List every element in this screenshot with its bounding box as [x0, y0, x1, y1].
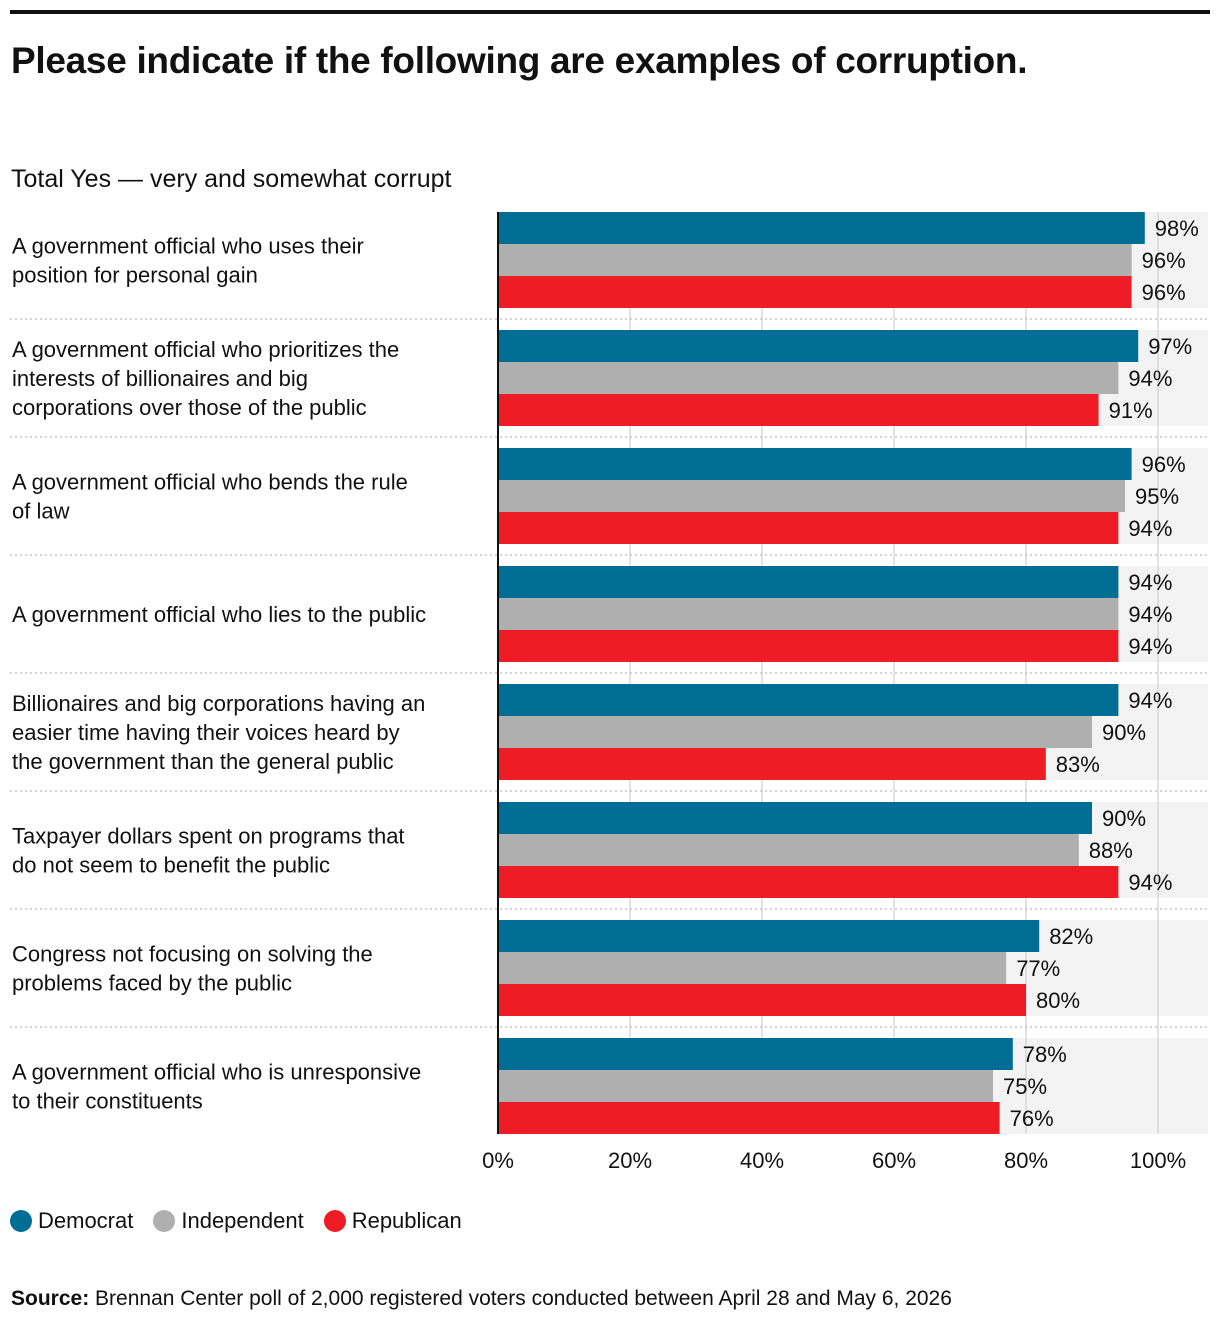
bar-republican [498, 984, 1026, 1016]
category-label-line: A government official who is unresponsiv… [12, 1060, 421, 1085]
legend-item-democrat: Democrat [10, 1208, 133, 1234]
legend-label-democrat: Democrat [38, 1208, 134, 1233]
bar-democrat [498, 566, 1119, 598]
category-label-line: Congress not focusing on solving the [12, 942, 373, 967]
value-label: 82% [1049, 924, 1093, 949]
bar-democrat [498, 920, 1040, 952]
category-label: Taxpayer dollars spent on programs that d… [12, 824, 405, 878]
value-label: 94% [1128, 366, 1172, 391]
value-label: 94% [1128, 634, 1172, 659]
bar-republican [498, 394, 1099, 426]
category-label: A government official who is unresponsiv… [12, 1060, 421, 1114]
value-label: 83% [1056, 752, 1100, 777]
bar-republican [498, 1102, 1000, 1134]
bar-democrat [498, 684, 1119, 716]
x-tick-label: 100% [1130, 1148, 1186, 1173]
value-label: 78% [1023, 1042, 1067, 1067]
category-label-line: corporations over those of the public [12, 395, 367, 420]
top-rule [10, 10, 1210, 14]
value-label: 97% [1148, 334, 1192, 359]
x-tick-label: 20% [608, 1148, 652, 1173]
category-label-line: easier time having their voices heard by [12, 720, 400, 745]
bar-independent [498, 1070, 993, 1102]
legend-item-republican: Republican [323, 1208, 462, 1234]
value-label: 76% [1010, 1106, 1054, 1131]
category-label: A government official who lies to the pu… [12, 602, 426, 627]
bar-independent [498, 834, 1079, 866]
bar-independent [498, 480, 1125, 512]
category-label-line: the government than the general public [12, 749, 394, 774]
chart-subtitle: Total Yes — very and somewhat corrupt [11, 165, 452, 193]
category-label-line: problems faced by the public [12, 971, 292, 996]
value-label: 94% [1128, 688, 1172, 713]
bar-chart: 98% 96% 96% A government official who uses … [10, 212, 1208, 1173]
category-label-line: A government official who prioritizes th… [12, 337, 399, 362]
bar-republican [498, 866, 1119, 898]
category-label: A government official who uses their posi… [12, 234, 364, 288]
category-label-line: of law [12, 499, 70, 524]
value-label: 90% [1102, 806, 1146, 831]
source-note: Source: Brennan Center poll of 2,000 reg… [11, 1287, 952, 1311]
bar-independent [498, 244, 1132, 276]
bar-democrat [498, 802, 1092, 834]
legend-item-independent: Independent [153, 1208, 304, 1234]
value-label: 94% [1128, 870, 1172, 895]
x-tick-label: 60% [872, 1148, 916, 1173]
value-label: 91% [1109, 398, 1153, 423]
bar-republican [498, 630, 1119, 662]
value-label: 94% [1128, 570, 1172, 595]
legend-label-republican: Republican [351, 1208, 462, 1233]
x-tick-label: 80% [1004, 1148, 1048, 1173]
bar-democrat [498, 212, 1145, 244]
value-label: 90% [1102, 720, 1146, 745]
value-label: 98% [1155, 216, 1199, 241]
value-label: 96% [1142, 280, 1186, 305]
x-tick-label: 0% [482, 1148, 514, 1173]
bar-democrat [498, 448, 1132, 480]
legend-label-independent: Independent [181, 1208, 304, 1233]
value-label: 95% [1135, 484, 1179, 509]
value-label: 80% [1036, 988, 1080, 1013]
source-text: Brennan Center poll of 2,000 registered … [95, 1287, 952, 1310]
category-label-line: Billionaires and big corporations having… [12, 691, 425, 716]
legend: Democrat Independent Republican [10, 1208, 482, 1234]
bar-independent [498, 598, 1119, 630]
legend-swatch-republican [323, 1210, 346, 1232]
value-label: 88% [1089, 838, 1133, 863]
category-label: Billionaires and big corporations having… [12, 691, 425, 774]
value-label: 96% [1142, 248, 1186, 273]
bar-republican [498, 276, 1132, 308]
x-tick-label: 40% [740, 1148, 784, 1173]
category-label-line: Taxpayer dollars spent on programs that [12, 824, 405, 849]
bar-independent [498, 362, 1119, 394]
chart-title: Please indicate if the following are exa… [11, 40, 1028, 81]
bar-democrat [498, 330, 1139, 362]
category-label-line: position for personal gain [12, 263, 258, 288]
category-label-line: A government official who uses their [12, 234, 364, 259]
category-label: Congress not focusing on solving the prob… [12, 942, 373, 996]
value-label: 96% [1142, 452, 1186, 477]
category-label: A government official who bends the rule… [12, 470, 408, 524]
category-label: A government official who prioritizes th… [12, 337, 399, 420]
category-label-line: A government official who bends the rule [12, 470, 408, 495]
category-label-line: do not seem to benefit the public [12, 853, 330, 878]
value-label: 94% [1128, 602, 1172, 627]
source-label: Source: [11, 1287, 90, 1310]
legend-swatch-independent [153, 1210, 176, 1232]
bar-independent [498, 716, 1092, 748]
category-label-line: to their constituents [12, 1089, 203, 1114]
value-label: 75% [1003, 1074, 1047, 1099]
value-label: 94% [1128, 516, 1172, 541]
category-label-line: A government official who lies to the pu… [12, 602, 426, 627]
bar-republican [498, 512, 1119, 544]
category-label-line: interests of billionaires and big [12, 366, 308, 391]
legend-swatch-democrat [10, 1210, 32, 1232]
value-label: 77% [1016, 956, 1060, 981]
bar-independent [498, 952, 1007, 984]
bar-democrat [498, 1038, 1013, 1070]
bar-republican [498, 748, 1046, 780]
